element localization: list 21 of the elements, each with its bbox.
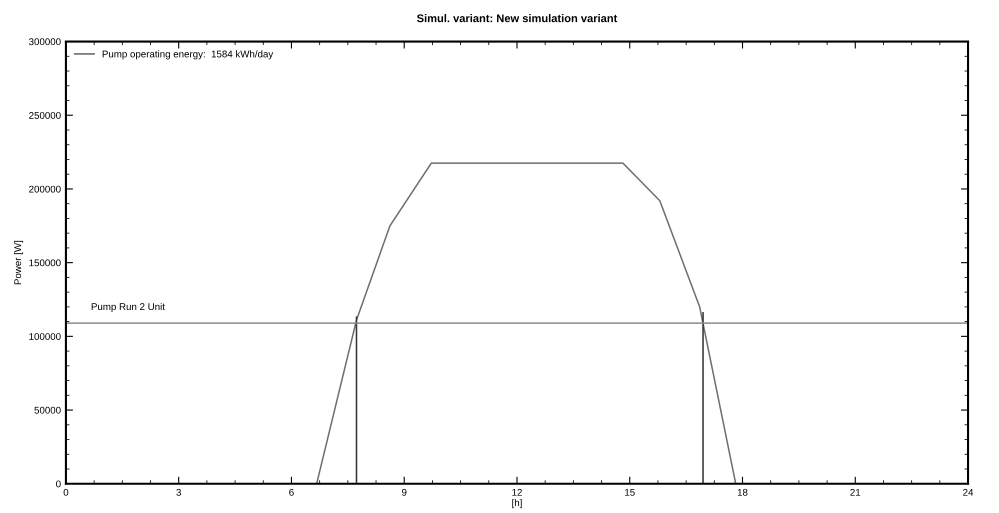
y-tick-label: 150000 [29, 259, 61, 266]
x-tick-label: 21 [850, 488, 860, 496]
x-tick-label: 9 [402, 488, 406, 496]
x-tick-label: 3 [176, 488, 181, 496]
y-tick-label: 100000 [29, 333, 61, 340]
x-tick-label: 6 [289, 488, 294, 496]
x-tick-label: 15 [625, 488, 635, 496]
x-tick-label: 24 [963, 488, 974, 496]
legend-label: Pump operating energy: 1584 kWh/day [102, 50, 274, 60]
y-tick-label: 200000 [29, 186, 61, 193]
y-tick-label: 250000 [29, 112, 61, 119]
y-tick-label: 300000 [29, 38, 61, 46]
y-tick-label: 50000 [34, 406, 61, 414]
x-tick-label: 18 [738, 488, 748, 496]
x-tick-label: 0 [64, 488, 68, 496]
chart-title: Simul. variant: New simulation variant [416, 14, 618, 22]
x-axis-title: [h] [512, 499, 522, 508]
y-tick-label: 0 [56, 480, 61, 488]
x-tick-label: 12 [512, 488, 522, 496]
y-axis-title: Power [W] [14, 240, 24, 284]
ref-line-label: Pump Run 2 Unit [92, 302, 165, 312]
